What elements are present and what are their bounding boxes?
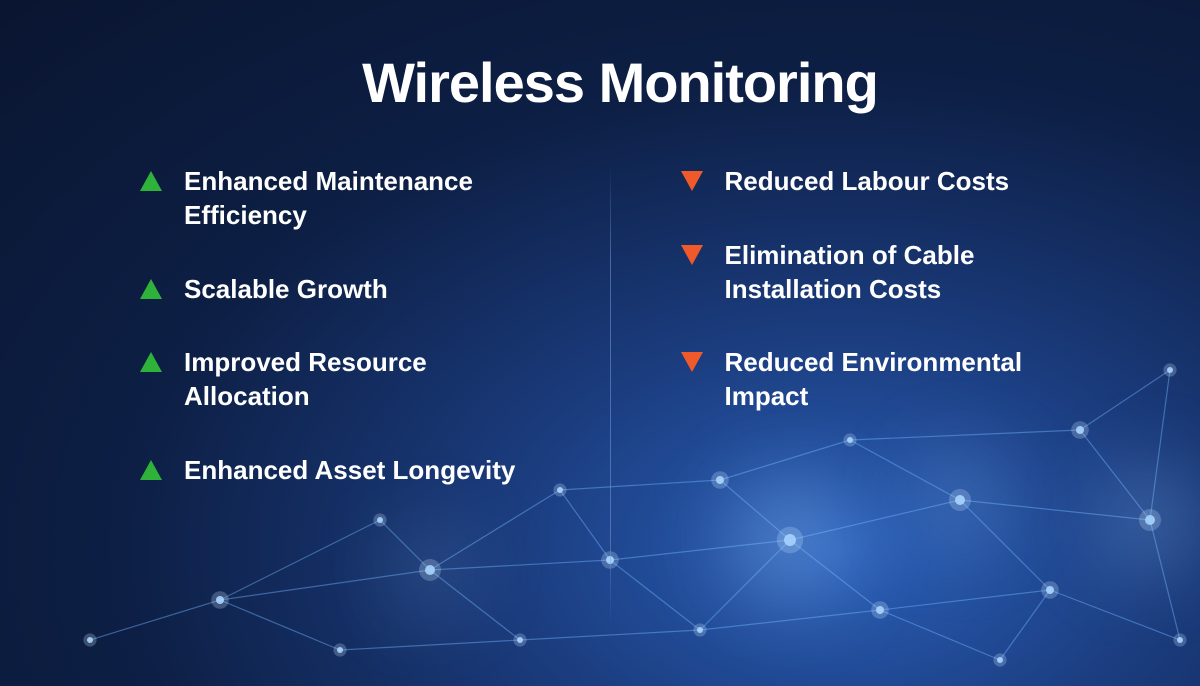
list-item: Elimination of Cable Installation Costs: [681, 239, 1101, 307]
list-item: Enhanced Maintenance Efficiency: [140, 165, 560, 233]
list-item: Reduced Labour Costs: [681, 165, 1101, 199]
triangle-up-icon: [140, 352, 162, 372]
triangle-down-icon: [681, 245, 703, 265]
list-item: Reduced Environmental Impact: [681, 346, 1101, 414]
columns-container: Enhanced Maintenance Efficiency Scalable …: [140, 165, 1100, 625]
item-label: Reduced Environmental Impact: [725, 346, 1025, 414]
triangle-up-icon: [140, 171, 162, 191]
item-label: Enhanced Asset Longevity: [184, 454, 515, 488]
triangle-up-icon: [140, 460, 162, 480]
list-item: Improved Resource Allocation: [140, 346, 560, 414]
infographic-content: Wireless Monitoring Enhanced Maintenance…: [0, 0, 1200, 686]
triangle-down-icon: [681, 171, 703, 191]
item-label: Improved Resource Allocation: [184, 346, 544, 414]
triangle-up-icon: [140, 279, 162, 299]
item-label: Enhanced Maintenance Efficiency: [184, 165, 544, 233]
triangle-down-icon: [681, 352, 703, 372]
list-item: Enhanced Asset Longevity: [140, 454, 560, 488]
item-label: Elimination of Cable Installation Costs: [725, 239, 1025, 307]
list-item: Scalable Growth: [140, 273, 560, 307]
page-title: Wireless Monitoring: [140, 50, 1100, 115]
item-label: Scalable Growth: [184, 273, 388, 307]
right-column: Reduced Labour Costs Elimination of Cable…: [611, 165, 1101, 625]
left-column: Enhanced Maintenance Efficiency Scalable …: [140, 165, 610, 625]
item-label: Reduced Labour Costs: [725, 165, 1010, 199]
